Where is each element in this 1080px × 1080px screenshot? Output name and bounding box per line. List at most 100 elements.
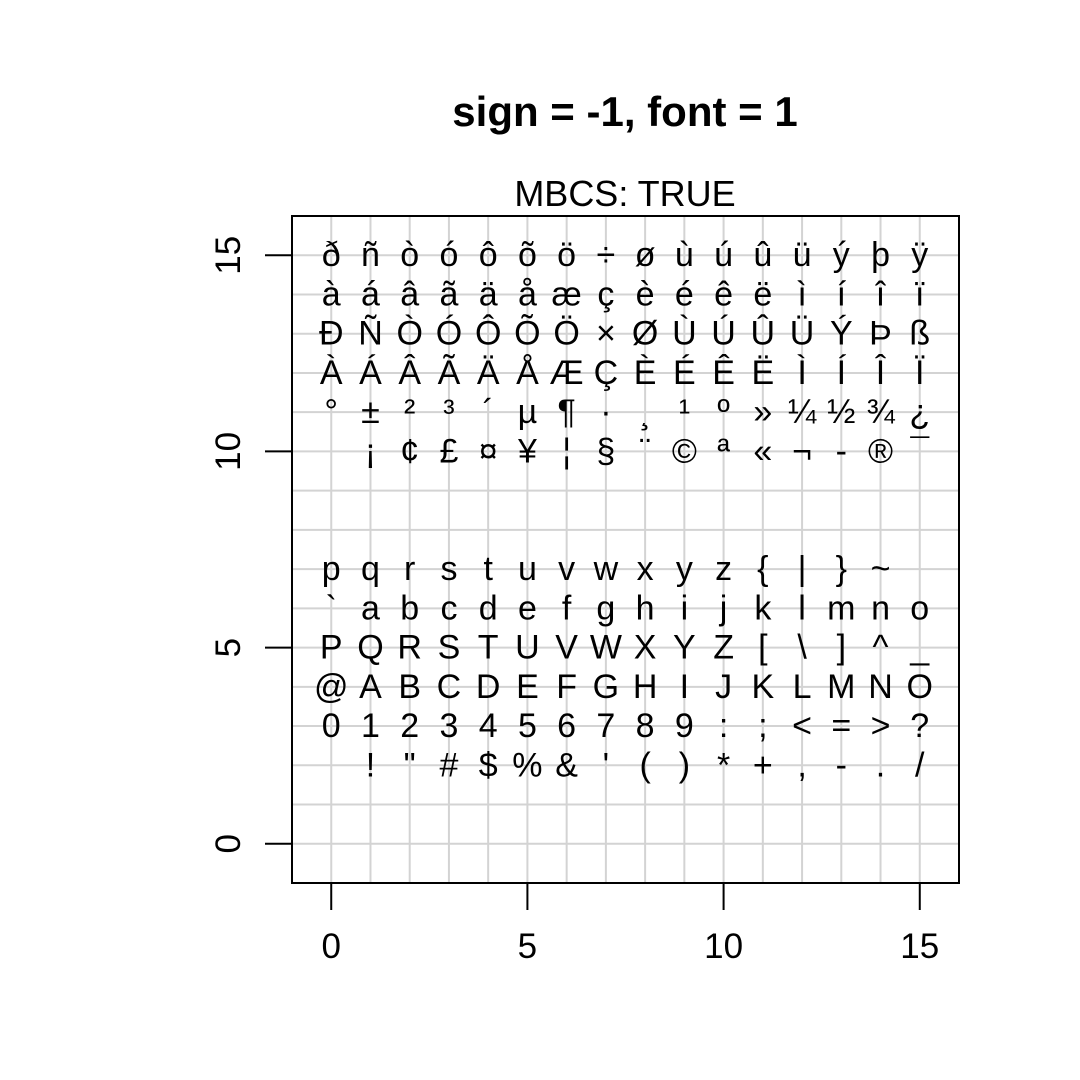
glyph-mark: N — [868, 668, 893, 706]
y-tick-label: 10 — [209, 432, 248, 471]
glyph-mark: 3 — [439, 707, 458, 745]
glyph-mark: ' — [603, 746, 610, 784]
glyph-mark: ¦ — [562, 432, 571, 470]
glyph-mark: º — [717, 393, 729, 431]
glyph-mark: 9 — [675, 707, 694, 745]
glyph-mark: d — [479, 589, 498, 627]
glyph-mark: C — [437, 668, 462, 706]
glyph-mark: P — [320, 629, 343, 667]
glyph-mark: ¡ — [365, 432, 376, 470]
glyph-mark: è — [636, 275, 655, 313]
glyph-mark: ] — [837, 629, 846, 667]
glyph-mark: ( — [639, 746, 651, 784]
glyph-mark: ¬ — [792, 432, 812, 470]
x-tick-label: 5 — [518, 927, 537, 966]
x-tick-label: 10 — [704, 927, 743, 966]
glyph-mark: ! — [366, 746, 375, 784]
glyph-mark: / — [915, 746, 925, 784]
glyph-mark: ¤ — [479, 432, 498, 470]
glyph-mark: å — [518, 275, 537, 313]
glyph-mark: M — [827, 668, 855, 706]
glyph-mark: Å — [516, 354, 539, 392]
glyph-mark: ì — [797, 275, 806, 313]
glyph-mark: § — [596, 432, 615, 470]
glyph-mark: Ê — [712, 354, 735, 392]
glyph-mark: o — [910, 589, 929, 627]
glyph-mark: Ä — [477, 354, 500, 392]
glyph-mark: ò — [400, 236, 419, 274]
glyph-mark: Q — [357, 629, 383, 667]
glyph-mark: L — [793, 668, 812, 706]
glyph-mark: ÷ — [597, 236, 616, 274]
glyph-mark: ¾ — [866, 393, 895, 431]
glyph-mark: T — [478, 629, 499, 667]
glyph-mark: q — [361, 550, 380, 588]
glyph-mark: ¯ — [909, 432, 930, 470]
glyph-mark: ô — [479, 236, 498, 274]
glyph-mark: ° — [324, 393, 338, 431]
glyph-mark: f — [562, 589, 572, 627]
glyph-mark: õ — [518, 236, 537, 274]
glyph-mark: I — [680, 668, 689, 706]
chart-title: sign = -1, font = 1 — [452, 88, 797, 135]
glyph-mark: x — [637, 550, 654, 588]
glyph-mark: s — [440, 550, 457, 588]
glyph-mark: Ë — [751, 354, 774, 392]
glyph-mark: µ — [518, 393, 538, 431]
glyph-mark: í — [837, 275, 847, 313]
glyph-mark: ù — [675, 236, 694, 274]
glyph-mark: . — [876, 746, 885, 784]
glyph-mark: ó — [439, 236, 458, 274]
glyph-mark: ü — [793, 236, 812, 274]
glyph-mark: Ó — [436, 315, 462, 353]
glyph-mark: Â — [398, 354, 421, 392]
glyph-mark: Þ — [869, 315, 892, 353]
x-tick-label: 15 — [900, 927, 939, 966]
glyph-mark: ø — [635, 236, 656, 274]
glyph-mark: ß — [909, 315, 930, 353]
glyph-mark: y — [676, 550, 693, 588]
glyph-mark: Ñ — [358, 315, 383, 353]
glyph-mark: S — [438, 629, 461, 667]
glyph-mark: Æ — [550, 354, 584, 392]
glyph-mark: Ì — [797, 354, 806, 392]
glyph-mark: æ — [552, 275, 582, 313]
glyph-mark: u — [518, 550, 537, 588]
glyph-mark: ^ — [873, 629, 889, 667]
glyph-mark: * — [717, 746, 730, 784]
glyph-mark: À — [320, 354, 343, 392]
glyph-mark: « — [753, 432, 772, 470]
y-tick-label: 15 — [209, 236, 248, 275]
chart-subtitle: MBCS: TRUE — [514, 173, 735, 214]
glyph-mark: - — [836, 432, 847, 470]
glyph-mark: # — [439, 746, 458, 784]
glyph-mark: £ — [439, 432, 458, 470]
glyph-mark: Û — [751, 315, 776, 353]
glyph-mark: _ — [909, 629, 930, 667]
glyph-mark: z — [715, 550, 732, 588]
glyph-mark: - — [836, 746, 847, 784]
glyph-mark: ñ — [361, 236, 380, 274]
glyph-mark: É — [673, 354, 696, 392]
glyph-mark: + — [753, 746, 773, 784]
glyph-mark: H — [633, 668, 658, 706]
glyph-mark: g — [596, 589, 615, 627]
glyph-mark: ; — [758, 707, 767, 745]
glyph-mark: ï — [915, 275, 925, 313]
glyph-mark: K — [751, 668, 774, 706]
glyph-mark: ` — [326, 589, 337, 627]
y-tick-label: 5 — [209, 638, 248, 657]
glyph-mark: > — [871, 707, 891, 745]
glyph-mark: , — [797, 746, 806, 784]
glyph-mark: m — [827, 589, 855, 627]
glyph-mark: k — [754, 589, 772, 627]
glyph-mark: ç — [597, 275, 614, 313]
glyph-mark: 7 — [596, 707, 615, 745]
glyph-mark: O — [907, 668, 933, 706]
glyph-mark: ² — [404, 393, 415, 431]
glyph-mark: Í — [837, 354, 847, 392]
glyph-marks: ð ñ ò ó ô õ ö ÷ ø ù ú û ü ý þ ÿ à á â ã ä å æ ç è é ê ë ì í î ï Ð Ñ Ò Ó Ô Õ Ö ×… — [314, 236, 933, 784]
glyph-mark: $ — [479, 746, 498, 784]
